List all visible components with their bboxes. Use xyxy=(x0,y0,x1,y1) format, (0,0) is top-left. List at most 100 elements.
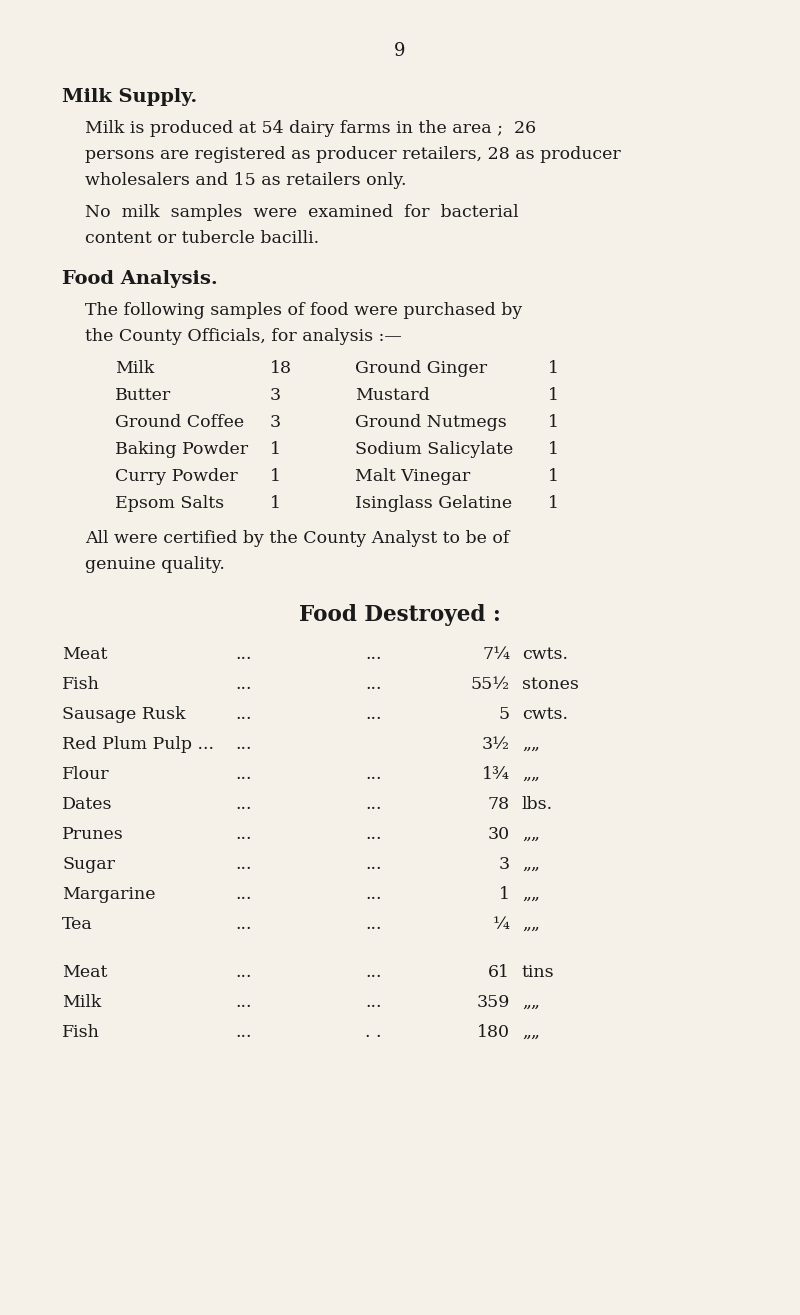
Text: Curry Powder: Curry Powder xyxy=(115,468,238,485)
Text: ...: ... xyxy=(235,767,251,782)
Text: 1¾: 1¾ xyxy=(482,767,510,782)
Text: Fish: Fish xyxy=(62,676,100,693)
Text: persons are registered as producer retailers, 28 as producer: persons are registered as producer retai… xyxy=(85,146,621,163)
Text: 3: 3 xyxy=(270,414,281,431)
Text: ...: ... xyxy=(235,706,251,723)
Text: ...: ... xyxy=(365,886,382,903)
Text: 3: 3 xyxy=(499,856,510,873)
Text: lbs.: lbs. xyxy=(522,796,553,813)
Text: Food Analysis.: Food Analysis. xyxy=(62,270,218,288)
Text: 180: 180 xyxy=(477,1024,510,1041)
Text: 18: 18 xyxy=(270,360,292,377)
Text: 1: 1 xyxy=(548,494,559,512)
Text: Milk is produced at 54 dairy farms in the area ;  26: Milk is produced at 54 dairy farms in th… xyxy=(85,120,536,137)
Text: Milk: Milk xyxy=(62,994,102,1011)
Text: 1: 1 xyxy=(548,414,559,431)
Text: 3: 3 xyxy=(270,387,281,404)
Text: ¼: ¼ xyxy=(493,917,510,934)
Text: „„: „„ xyxy=(522,767,540,782)
Text: 1: 1 xyxy=(548,468,559,485)
Text: ...: ... xyxy=(235,826,251,843)
Text: 5: 5 xyxy=(499,706,510,723)
Text: ...: ... xyxy=(365,826,382,843)
Text: Margarine: Margarine xyxy=(62,886,155,903)
Text: 1: 1 xyxy=(270,494,281,512)
Text: stones: stones xyxy=(522,676,579,693)
Text: No  milk  samples  were  examined  for  bacterial: No milk samples were examined for bacter… xyxy=(85,204,518,221)
Text: ...: ... xyxy=(235,856,251,873)
Text: ...: ... xyxy=(235,796,251,813)
Text: 1: 1 xyxy=(548,387,559,404)
Text: „„: „„ xyxy=(522,917,540,934)
Text: ...: ... xyxy=(365,856,382,873)
Text: All were certified by the County Analyst to be of: All were certified by the County Analyst… xyxy=(85,530,510,547)
Text: Malt Vinegar: Malt Vinegar xyxy=(355,468,470,485)
Text: genuine quality.: genuine quality. xyxy=(85,556,225,573)
Text: Meat: Meat xyxy=(62,964,107,981)
Text: 78: 78 xyxy=(488,796,510,813)
Text: ...: ... xyxy=(365,706,382,723)
Text: ...: ... xyxy=(235,886,251,903)
Text: „„: „„ xyxy=(522,856,540,873)
Text: Fish: Fish xyxy=(62,1024,100,1041)
Text: 1: 1 xyxy=(548,360,559,377)
Text: . .: . . xyxy=(365,1024,382,1041)
Text: ...: ... xyxy=(235,964,251,981)
Text: ...: ... xyxy=(235,736,251,753)
Text: Baking Powder: Baking Powder xyxy=(115,441,248,458)
Text: cwts.: cwts. xyxy=(522,646,568,663)
Text: Tea: Tea xyxy=(62,917,93,934)
Text: Milk Supply.: Milk Supply. xyxy=(62,88,198,107)
Text: Sodium Salicylate: Sodium Salicylate xyxy=(355,441,514,458)
Text: Ground Coffee: Ground Coffee xyxy=(115,414,244,431)
Text: ...: ... xyxy=(365,676,382,693)
Text: Ground Nutmegs: Ground Nutmegs xyxy=(355,414,506,431)
Text: Flour: Flour xyxy=(62,767,110,782)
Text: „„: „„ xyxy=(522,886,540,903)
Text: Isinglass Gelatine: Isinglass Gelatine xyxy=(355,494,512,512)
Text: ...: ... xyxy=(365,917,382,934)
Text: Red Plum Pulp ...: Red Plum Pulp ... xyxy=(62,736,214,753)
Text: „„: „„ xyxy=(522,1024,540,1041)
Text: 1: 1 xyxy=(548,441,559,458)
Text: Sausage Rusk: Sausage Rusk xyxy=(62,706,186,723)
Text: 359: 359 xyxy=(477,994,510,1011)
Text: ...: ... xyxy=(365,646,382,663)
Text: Food Destroyed :: Food Destroyed : xyxy=(299,604,501,626)
Text: Dates: Dates xyxy=(62,796,113,813)
Text: Epsom Salts: Epsom Salts xyxy=(115,494,224,512)
Text: „„: „„ xyxy=(522,826,540,843)
Text: cwts.: cwts. xyxy=(522,706,568,723)
Text: 55½: 55½ xyxy=(471,676,510,693)
Text: ...: ... xyxy=(235,917,251,934)
Text: 1: 1 xyxy=(270,441,281,458)
Text: 61: 61 xyxy=(488,964,510,981)
Text: The following samples of food were purchased by: The following samples of food were purch… xyxy=(85,302,522,320)
Text: tins: tins xyxy=(522,964,554,981)
Text: 7¼: 7¼ xyxy=(482,646,510,663)
Text: 1: 1 xyxy=(499,886,510,903)
Text: ...: ... xyxy=(365,964,382,981)
Text: „„: „„ xyxy=(522,994,540,1011)
Text: ...: ... xyxy=(235,676,251,693)
Text: Meat: Meat xyxy=(62,646,107,663)
Text: wholesalers and 15 as retailers only.: wholesalers and 15 as retailers only. xyxy=(85,172,406,189)
Text: Milk: Milk xyxy=(115,360,154,377)
Text: 30: 30 xyxy=(488,826,510,843)
Text: ...: ... xyxy=(235,994,251,1011)
Text: Mustard: Mustard xyxy=(355,387,430,404)
Text: Butter: Butter xyxy=(115,387,171,404)
Text: 3½: 3½ xyxy=(482,736,510,753)
Text: ...: ... xyxy=(235,1024,251,1041)
Text: 1: 1 xyxy=(270,468,281,485)
Text: ...: ... xyxy=(365,994,382,1011)
Text: „„: „„ xyxy=(522,736,540,753)
Text: content or tubercle bacilli.: content or tubercle bacilli. xyxy=(85,230,319,247)
Text: ...: ... xyxy=(235,646,251,663)
Text: Prunes: Prunes xyxy=(62,826,124,843)
Text: 9: 9 xyxy=(394,42,406,60)
Text: the County Officials, for analysis :—: the County Officials, for analysis :— xyxy=(85,327,402,345)
Text: Sugar: Sugar xyxy=(62,856,115,873)
Text: ...: ... xyxy=(365,767,382,782)
Text: Ground Ginger: Ground Ginger xyxy=(355,360,487,377)
